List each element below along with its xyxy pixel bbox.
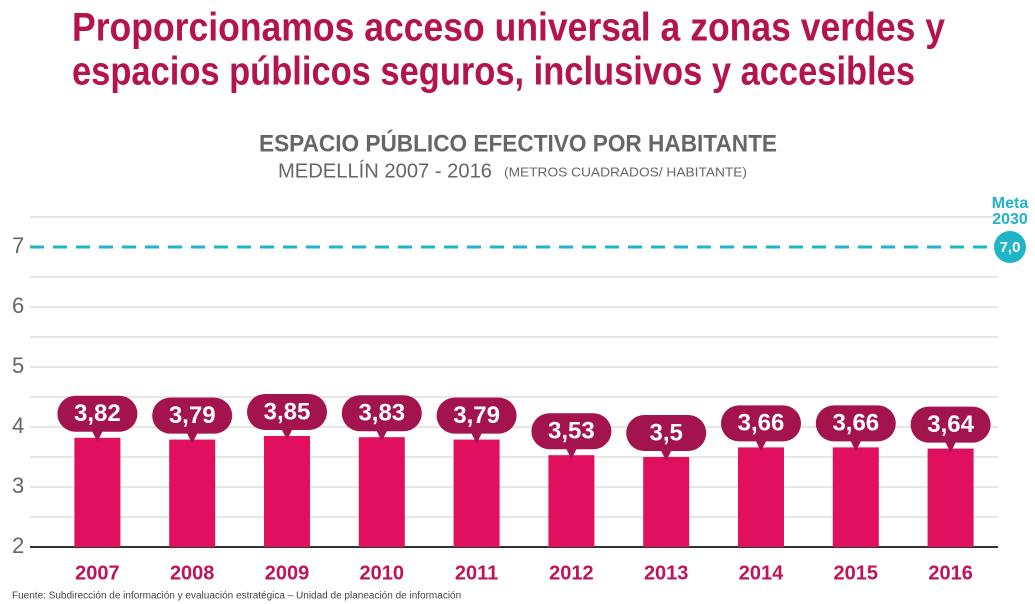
- y-tick-label: 2: [12, 533, 24, 558]
- value-bubble: [152, 397, 233, 434]
- x-tick-label: 2016: [928, 562, 973, 584]
- value-bubble: [531, 413, 612, 450]
- bubble-pointer: [849, 439, 862, 452]
- value-label: 3,66: [738, 410, 785, 437]
- source: Fuente: Subdirección de información y ev…: [12, 591, 461, 602]
- x-tick-label: 2015: [834, 562, 879, 584]
- value-label: 3,79: [453, 402, 500, 429]
- bubble-pointer: [91, 429, 104, 442]
- bar: [264, 436, 310, 547]
- y-tick-label: 5: [12, 353, 24, 378]
- bubble-pointer: [470, 431, 483, 444]
- y-tick-label: 6: [12, 293, 24, 318]
- value-label: 3,79: [169, 402, 216, 429]
- subtitle2: MEDELLÍN 2007 - 2016: [278, 159, 492, 182]
- x-tick-label: 2010: [360, 562, 405, 584]
- bar: [74, 437, 121, 547]
- bubble-pointer: [375, 429, 388, 442]
- x-tick-label: 2012: [549, 562, 594, 584]
- value-label: 3,85: [264, 398, 311, 425]
- value-bubble: [247, 394, 327, 430]
- value-label: 3,83: [358, 400, 405, 427]
- bar: [927, 448, 974, 547]
- value-bubble: [626, 415, 707, 451]
- bubble-pointer: [660, 449, 673, 461]
- bubble-pointer: [565, 447, 578, 460]
- x-tick-label: 2009: [265, 562, 310, 584]
- bar: [548, 455, 595, 547]
- title-line: espacios públicos seguros, inclusivos y …: [72, 50, 915, 94]
- x-tick-label: 2011: [455, 562, 498, 584]
- value-label: 3,64: [927, 411, 974, 438]
- x-tick-label: 2008: [170, 562, 215, 584]
- y-tick-label: 4: [12, 413, 24, 438]
- y-tick-label: 3: [12, 473, 24, 498]
- y-tick-label: 7: [12, 233, 24, 258]
- target-name: Meta: [992, 195, 1029, 212]
- x-tick-label: 2007: [75, 562, 120, 584]
- bar: [453, 439, 500, 547]
- bar: [358, 437, 405, 547]
- units: (METROS CUADRADOS/ HABITANTE): [504, 164, 747, 179]
- value-bubble: [910, 406, 991, 443]
- value-bubble: [721, 405, 801, 442]
- value-bubble: [436, 397, 517, 434]
- bubble-pointer: [281, 428, 293, 440]
- bubble-pointer: [755, 439, 767, 452]
- title-line: Proporcionamos acceso universal a zonas …: [72, 6, 946, 50]
- value-label: 3,66: [832, 410, 879, 437]
- bar: [832, 447, 879, 547]
- value-label: 3,82: [74, 400, 121, 427]
- value-bubble: [341, 395, 422, 432]
- x-tick-label: 2014: [739, 562, 784, 584]
- value-bubble: [815, 405, 896, 442]
- bar: [169, 439, 216, 547]
- target-name: 2030: [992, 211, 1028, 228]
- bubble-pointer: [186, 431, 199, 444]
- target-label: 7,0: [1000, 239, 1021, 256]
- subtitle: ESPACIO PÚBLICO EFECTIVO POR HABITANTE: [259, 129, 777, 157]
- value-label: 3,53: [548, 418, 595, 445]
- bar: [643, 457, 690, 547]
- value-label: 3,5: [650, 419, 683, 446]
- value-bubble: [57, 395, 138, 432]
- bubble-pointer: [944, 440, 957, 453]
- x-tick-label: 2013: [644, 562, 689, 584]
- bar: [738, 447, 784, 547]
- target-badge: [994, 231, 1026, 263]
